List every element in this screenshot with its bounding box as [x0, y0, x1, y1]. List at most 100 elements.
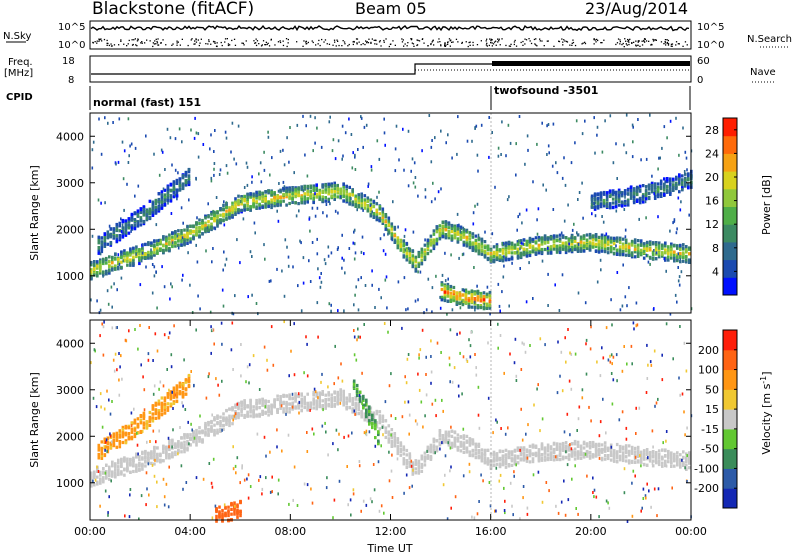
scatter-cell [314, 192, 316, 196]
scatter-cell [672, 221, 674, 225]
echo-cell [321, 392, 324, 396]
scatter-cell [120, 230, 123, 233]
nsearch-dot [675, 44, 677, 46]
scatter-cell [233, 157, 235, 161]
echo-cell [525, 250, 529, 254]
echo-cell [282, 393, 285, 398]
echo-cell [318, 404, 321, 408]
echo-cell [172, 187, 176, 191]
scatter-cell [328, 120, 331, 124]
echo-cell [381, 210, 385, 214]
echo-cell [464, 290, 468, 294]
echo-cell [151, 213, 155, 217]
scatter-cell [225, 136, 228, 140]
echo-cell [169, 194, 173, 198]
echo-cell [252, 202, 255, 206]
echo-cell [288, 397, 291, 401]
nsearch-dot [433, 44, 435, 46]
echo-cell [440, 296, 444, 300]
echo-cell [246, 199, 249, 203]
echo-cell [336, 186, 339, 191]
echo-cell [207, 228, 210, 232]
echo-cell [638, 201, 642, 205]
echo-cell [318, 188, 321, 192]
echo-cell [528, 253, 532, 258]
echo-cell [303, 398, 306, 403]
echo-cell [333, 184, 336, 188]
echo-cell [449, 294, 453, 298]
echo-cell [204, 221, 207, 225]
echo-cell [390, 225, 394, 229]
nsearch-dot [302, 45, 304, 47]
echo-cell [279, 203, 282, 207]
scatter-cell [584, 119, 586, 123]
scatter-cell [476, 284, 478, 288]
echo-cell [252, 415, 255, 419]
echo-cell [486, 252, 490, 256]
echo-cell [384, 430, 388, 434]
nsearch-dot [629, 38, 631, 40]
scatter-cell [677, 266, 679, 269]
echo-cell [294, 406, 297, 410]
echo-cell [264, 194, 267, 198]
echo-cell [174, 442, 177, 446]
echo-cell [132, 456, 135, 460]
colorbar-swatch [723, 153, 737, 172]
echo-cell [417, 461, 421, 465]
scatter-cell [151, 291, 154, 295]
nsearch-dot [595, 41, 597, 43]
echo-cell [426, 456, 430, 460]
scatter-cell [99, 308, 102, 312]
echo-cell [97, 246, 101, 250]
scatter-cell [610, 193, 612, 197]
scatter-cell [251, 255, 253, 258]
scatter-cell [398, 158, 400, 162]
echo-cell [342, 396, 345, 400]
scatter-cell [370, 165, 373, 169]
nsearch-dot [439, 41, 441, 43]
echo-cell [138, 261, 141, 266]
echo-cell [315, 183, 318, 187]
echo-cell [117, 261, 120, 265]
scatter-cell [334, 209, 337, 213]
echo-cell [441, 229, 445, 233]
echo-cell [315, 192, 318, 197]
echo-cell [435, 225, 439, 229]
echo-cell [453, 430, 457, 434]
scatter-cell [158, 173, 161, 177]
echo-cell [597, 250, 601, 254]
scatter-cell [676, 300, 678, 304]
echo-cell [288, 395, 291, 399]
echo-cell [183, 233, 186, 237]
scatter-cell [403, 168, 405, 172]
echo-cell [339, 191, 342, 195]
nsearch-dot [321, 38, 323, 41]
echo-cell [464, 300, 468, 305]
nsearch-dot [326, 43, 328, 45]
echo-cell [151, 210, 155, 214]
echo-cell [513, 245, 517, 250]
echo-cell [642, 247, 646, 251]
nsearch-dot [564, 40, 566, 42]
echo-cell [126, 259, 129, 264]
echo-cell [477, 236, 481, 241]
nsearch-dot [411, 38, 413, 40]
echo-cell [608, 191, 612, 195]
echo-cell [249, 410, 252, 414]
echo-cell [324, 199, 327, 203]
scatter-cell [547, 123, 550, 126]
echo-cell [120, 260, 123, 264]
scatter-cell [145, 134, 147, 138]
echo-cell [393, 225, 397, 229]
echo-cell [249, 195, 252, 199]
scatter-cell [123, 149, 126, 153]
echo-cell [558, 233, 562, 237]
echo-cell [180, 450, 183, 454]
echo-cell [423, 248, 427, 252]
scatter-cell [506, 198, 509, 202]
scatter-cell [120, 217, 122, 221]
echo-cell [564, 242, 568, 246]
nsearch-dot [469, 44, 471, 46]
nsearch-dot [653, 39, 655, 41]
